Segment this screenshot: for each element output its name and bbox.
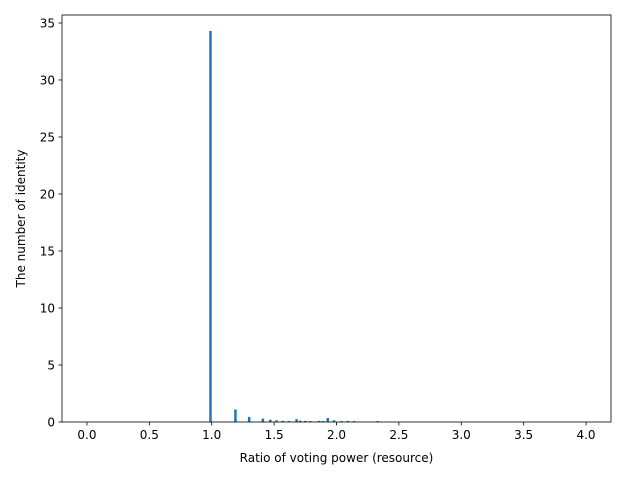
x-tick-label-7: 3.5	[514, 428, 533, 442]
y-tick-label-1: 5	[47, 358, 55, 372]
y-tick-label-6: 30	[40, 73, 55, 87]
y-tick-label-7: 35	[40, 16, 55, 30]
x-axis: 0.0 0.5 1.0 1.5 2.0 2.5 3.0 3.5 4.0	[77, 422, 596, 442]
x-tick-label-6: 3.0	[452, 428, 471, 442]
x-tick-label-0: 0.0	[77, 428, 96, 442]
x-tick-label-3: 1.5	[265, 428, 284, 442]
bar-16	[340, 421, 343, 422]
bar-13	[321, 421, 325, 422]
plot-area-frame	[61, 14, 612, 423]
bar-14	[326, 418, 330, 422]
x-tick-label-4: 2.0	[327, 428, 346, 442]
y-tick-label-5: 25	[40, 130, 55, 144]
bar-5	[275, 420, 278, 422]
bar-12	[317, 420, 321, 422]
bar-9	[299, 420, 302, 422]
bar-7	[287, 421, 291, 422]
y-axis: 0 5 10 15 20 25 30 35	[40, 16, 62, 430]
bar-0	[209, 30, 212, 422]
bar-18	[352, 421, 356, 422]
bar-4	[269, 419, 272, 422]
x-tick-label-8: 4.0	[576, 428, 595, 442]
y-tick-label-0: 0	[47, 416, 55, 430]
bar-10	[304, 420, 307, 422]
bar-3	[261, 418, 265, 422]
bar-8	[295, 419, 298, 422]
y-tick-label-4: 20	[40, 187, 55, 201]
bar-6	[281, 420, 285, 422]
y-axis-label: The number of identity	[14, 150, 28, 289]
bar-17	[346, 420, 349, 422]
x-tick-label-2: 1.0	[202, 428, 221, 442]
bar-11	[309, 421, 312, 422]
bar-15	[332, 420, 336, 422]
bars-layer	[209, 30, 379, 422]
bar-2	[247, 416, 251, 422]
bar-19	[376, 421, 379, 422]
bar-1	[234, 409, 237, 422]
x-tick-label-5: 2.5	[389, 428, 408, 442]
y-tick-label-3: 15	[40, 244, 55, 258]
x-axis-label: Ratio of voting power (resource)	[240, 451, 434, 465]
x-tick-label-1: 0.5	[140, 428, 159, 442]
y-tick-label-2: 10	[40, 301, 55, 315]
